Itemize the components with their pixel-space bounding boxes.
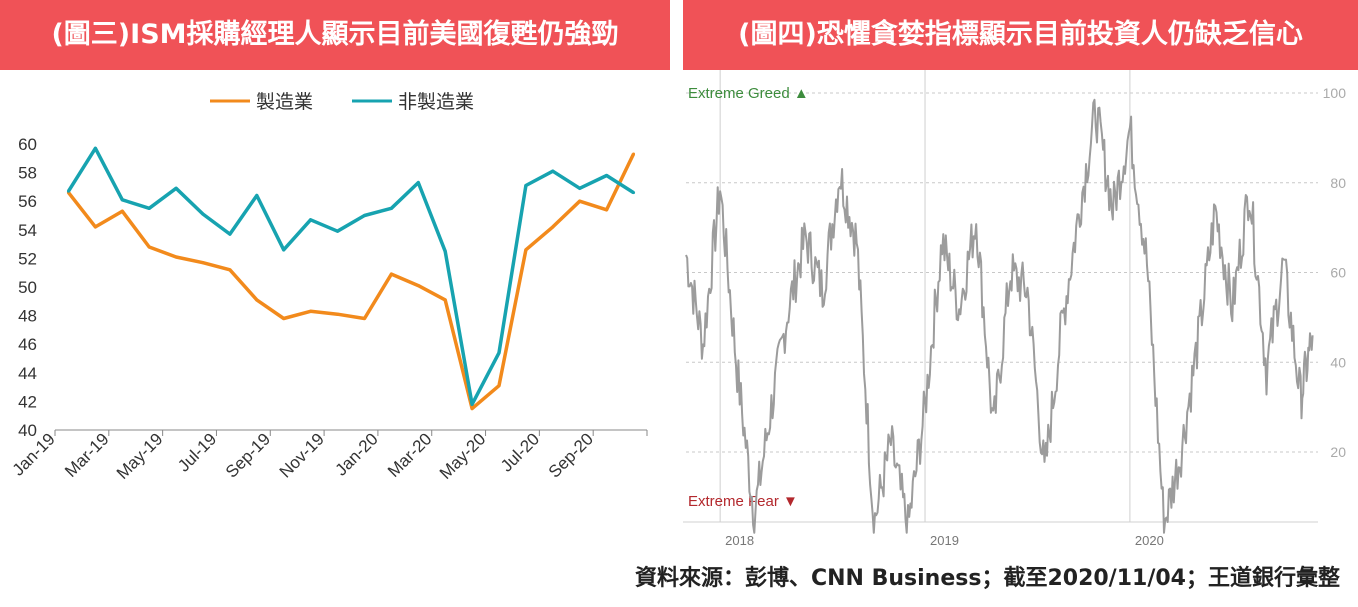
y-tick-label: 20 bbox=[1330, 444, 1346, 460]
data-point bbox=[362, 316, 366, 320]
data-point bbox=[524, 248, 528, 252]
x-tick-label: Jul-20 bbox=[497, 429, 543, 475]
extreme-greed-label: Extreme Greed ▲ bbox=[688, 85, 809, 102]
data-point bbox=[174, 255, 178, 259]
legend-item: 製造業 bbox=[210, 91, 313, 113]
data-point bbox=[578, 199, 582, 203]
x-tick-label: Mar-20 bbox=[384, 429, 436, 481]
x-tick-label: Jan-20 bbox=[332, 429, 382, 479]
data-point bbox=[120, 209, 124, 213]
data-point bbox=[336, 229, 340, 233]
data-point bbox=[228, 232, 232, 236]
y-tick-label: 50 bbox=[18, 278, 37, 297]
fear-greed-index-line bbox=[685, 98, 1314, 534]
series-line-製造業 bbox=[67, 153, 636, 411]
data-point bbox=[389, 272, 393, 276]
y-tick-label: 80 bbox=[1330, 175, 1346, 191]
data-point bbox=[93, 146, 97, 150]
x-tick-label: Sep-19 bbox=[222, 429, 274, 481]
data-point bbox=[443, 298, 447, 302]
legend-label: 製造業 bbox=[256, 91, 313, 113]
x-tick-label: Nov-19 bbox=[276, 429, 328, 481]
data-point bbox=[282, 316, 286, 320]
data-point bbox=[201, 212, 205, 216]
right-panel-title: (圖四)恐懼貪婪指標顯示目前投資人仍缺乏信心 bbox=[683, 0, 1358, 70]
data-point bbox=[309, 218, 313, 222]
data-point bbox=[497, 351, 501, 355]
data-point bbox=[578, 186, 582, 190]
data-point bbox=[551, 169, 555, 173]
y-tick-label: 100 bbox=[1323, 85, 1347, 101]
data-point bbox=[147, 245, 151, 249]
data-point bbox=[470, 407, 474, 411]
x-tick-label: Mar-19 bbox=[61, 429, 113, 481]
y-tick-label: 60 bbox=[18, 135, 37, 154]
left-panel-title: (圖三)ISM採購經理人顯示目前美國復甦仍強勁 bbox=[0, 0, 670, 70]
y-tick-label: 58 bbox=[18, 164, 37, 183]
year-label: 2019 bbox=[930, 533, 959, 548]
year-label: 2020 bbox=[1135, 533, 1164, 548]
data-point bbox=[120, 198, 124, 202]
data-point bbox=[551, 225, 555, 229]
data-point bbox=[605, 173, 609, 177]
x-tick-label: Sep-20 bbox=[545, 429, 597, 481]
data-point bbox=[201, 261, 205, 265]
y-tick-label: 56 bbox=[18, 192, 37, 211]
data-point bbox=[632, 152, 636, 156]
x-tick-label: May-20 bbox=[436, 429, 490, 483]
series-line-非製造業 bbox=[67, 146, 635, 407]
data-point bbox=[416, 284, 420, 288]
y-tick-label: 40 bbox=[18, 421, 37, 440]
data-point bbox=[605, 208, 609, 212]
data-point bbox=[147, 206, 151, 210]
data-point bbox=[362, 214, 366, 217]
data-point bbox=[174, 186, 178, 190]
y-tick-label: 46 bbox=[18, 335, 37, 354]
data-point bbox=[228, 268, 232, 272]
data-point bbox=[282, 248, 286, 252]
data-point bbox=[93, 225, 97, 229]
data-point bbox=[443, 249, 447, 253]
data-point bbox=[255, 298, 259, 302]
data-point bbox=[470, 402, 474, 406]
year-label: 2018 bbox=[725, 533, 754, 548]
y-tick-label: 44 bbox=[18, 364, 37, 383]
data-point bbox=[309, 309, 313, 313]
x-tick-label: May-19 bbox=[113, 429, 167, 483]
data-point bbox=[255, 193, 259, 197]
data-point bbox=[497, 384, 501, 388]
y-tick-label: 52 bbox=[18, 249, 37, 268]
data-point bbox=[524, 183, 528, 187]
source-note: 資料來源：彭博、CNN Business；截至2020/11/04；王道銀行彙整 bbox=[634, 566, 1340, 591]
y-tick-label: 40 bbox=[1330, 354, 1346, 370]
data-point bbox=[632, 191, 636, 195]
data-point bbox=[66, 189, 70, 193]
legend-label: 非製造業 bbox=[398, 91, 474, 113]
y-tick-label: 48 bbox=[18, 307, 37, 326]
y-tick-label: 42 bbox=[18, 392, 37, 411]
y-tick-label: 60 bbox=[1330, 265, 1346, 281]
legend-item: 非製造業 bbox=[352, 91, 474, 113]
data-point bbox=[416, 181, 420, 185]
x-tick-label: Jul-19 bbox=[174, 429, 220, 475]
data-point bbox=[336, 312, 340, 316]
data-point bbox=[389, 206, 393, 210]
extreme-fear-label: Extreme Fear ▼ bbox=[688, 493, 798, 510]
fear-greed-index-chart: 20 40 60 80 100 2018 2019 2020 Extreme Greed ▲ Ex… bbox=[683, 70, 1347, 548]
y-tick-label: 54 bbox=[18, 221, 37, 240]
